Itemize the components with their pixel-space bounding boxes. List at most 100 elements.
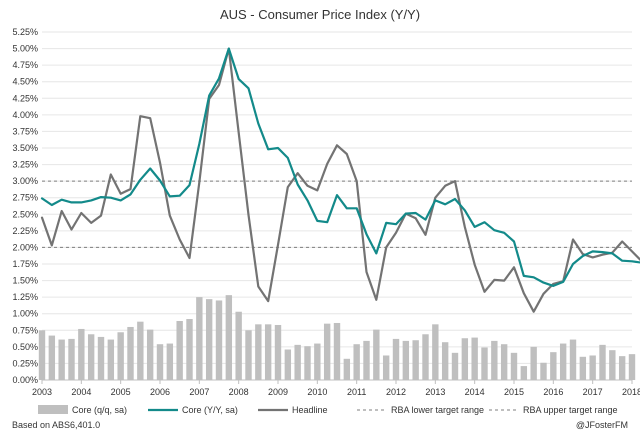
bar-core-qq: [38, 330, 46, 380]
bar-core-qq: [323, 323, 331, 380]
axes: 0.00% 0.25% 0.50% 0.75% 1.00% 1.25% 1.50% 1.75%…: [12, 27, 640, 397]
line-series: [40, 47, 640, 313]
bar-core-qq: [255, 324, 262, 380]
y-tick-label: 2.50%: [12, 209, 38, 219]
y-tick-label: 3.25%: [12, 160, 38, 170]
bar-core-qq: [530, 346, 537, 380]
bar-core-qq: [618, 356, 626, 380]
y-tick-label: 2.25%: [12, 226, 38, 236]
bar-core-qq: [441, 342, 449, 380]
bar-series-core-qq: [38, 295, 636, 380]
y-tick-label: 1.25%: [12, 292, 38, 302]
bar-core-qq: [373, 329, 380, 380]
bar-core-qq: [284, 349, 292, 380]
legend-label-rba-lower-target-range: RBA lower target range: [391, 405, 484, 415]
bar-core-qq: [589, 355, 596, 380]
bar-core-qq: [146, 329, 154, 380]
bar-core-qq: [520, 366, 528, 380]
bar-core-qq: [343, 358, 351, 380]
x-tick-label: 2012: [386, 387, 406, 397]
bar-core-qq: [78, 328, 85, 380]
bar-core-qq: [107, 339, 115, 380]
bar-core-qq: [461, 338, 469, 380]
bar-core-qq: [402, 340, 410, 380]
y-tick-label: 0.00%: [12, 375, 38, 385]
y-tick-label: 0.75%: [12, 325, 38, 335]
bar-core-qq: [471, 337, 478, 380]
y-tick-label: 4.25%: [12, 93, 38, 103]
x-tick-label: 2010: [307, 387, 327, 397]
x-tick-label: 2011: [347, 387, 366, 397]
x-tick-label: 2013: [425, 387, 445, 397]
bar-core-qq: [156, 344, 164, 380]
bar-core-qq: [559, 343, 567, 380]
bar-core-qq: [87, 334, 95, 380]
legend-label-rba-upper-target-range: RBA upper target range: [523, 405, 618, 415]
bar-core-qq: [609, 350, 616, 380]
bar-core-qq: [363, 340, 370, 380]
chart-title: AUS - Consumer Price Index (Y/Y): [220, 7, 420, 22]
bar-core-qq: [48, 335, 56, 380]
y-tick-label: 3.75%: [12, 126, 38, 136]
line-core-yy: [40, 47, 640, 287]
bar-core-qq: [137, 321, 144, 380]
bar-core-qq: [382, 355, 390, 380]
y-tick-label: 4.00%: [12, 110, 38, 120]
y-tick-label: 5.00%: [12, 44, 38, 54]
bar-core-qq: [127, 326, 134, 380]
bar-core-qq: [392, 338, 400, 380]
bar-core-qq: [225, 295, 233, 380]
x-tick-label: 2004: [71, 387, 91, 397]
x-tick-label: 2014: [465, 387, 485, 397]
y-tick-label: 2.75%: [12, 193, 38, 203]
bar-core-qq: [68, 338, 75, 380]
bar-core-qq: [451, 352, 459, 380]
y-tick-label: 0.25%: [12, 358, 38, 368]
y-tick-label: 2.00%: [12, 242, 38, 252]
legend-label-core-q-q-sa: Core (q/q, sa): [72, 405, 127, 415]
legend-swatch-core-q-q-sa: [38, 405, 68, 414]
bar-core-qq: [97, 336, 105, 380]
y-tick-label: 1.75%: [12, 259, 38, 269]
bar-core-qq: [245, 330, 252, 380]
legend-label-headline: Headline: [292, 405, 328, 415]
legend-label-core-y-y-sa: Core (Y/Y, sa): [182, 405, 238, 415]
bar-core-qq: [264, 324, 272, 380]
bar-core-qq: [353, 344, 360, 380]
bar-core-qq: [540, 362, 547, 380]
y-tick-label: 0.50%: [12, 342, 38, 352]
bar-core-qq: [422, 334, 429, 380]
x-tick-label: 2007: [189, 387, 209, 397]
bar-core-qq: [205, 299, 213, 380]
footer-credit: @JFosterFM: [576, 420, 628, 430]
x-tick-label: 2009: [268, 387, 288, 397]
bar-core-qq: [569, 339, 577, 380]
bar-core-qq: [628, 354, 636, 380]
y-tick-label: 4.75%: [12, 60, 38, 70]
x-tick-label: 2003: [32, 387, 52, 397]
bar-core-qq: [491, 340, 498, 380]
x-tick-label: 2016: [543, 387, 563, 397]
x-tick-label: 2017: [583, 387, 603, 397]
x-tick-label: 2015: [504, 387, 524, 397]
bar-core-qq: [58, 339, 65, 380]
y-tick-label: 5.25%: [12, 27, 38, 37]
y-tick-label: 1.50%: [12, 276, 38, 286]
bar-core-qq: [196, 297, 203, 380]
bar-core-qq: [599, 344, 606, 380]
bar-core-qq: [432, 324, 439, 380]
bar-core-qq: [215, 300, 223, 380]
y-tick-label: 1.00%: [12, 309, 38, 319]
bar-core-qq: [176, 321, 183, 380]
y-tick-label: 3.00%: [12, 176, 38, 186]
bar-core-qq: [412, 340, 419, 380]
x-tick-label: 2008: [229, 387, 249, 397]
bar-core-qq: [166, 343, 174, 380]
bar-core-qq: [500, 344, 508, 380]
bar-core-qq: [579, 356, 587, 380]
bar-core-qq: [481, 347, 488, 380]
y-tick-label: 3.50%: [12, 143, 38, 153]
bar-core-qq: [333, 322, 341, 380]
